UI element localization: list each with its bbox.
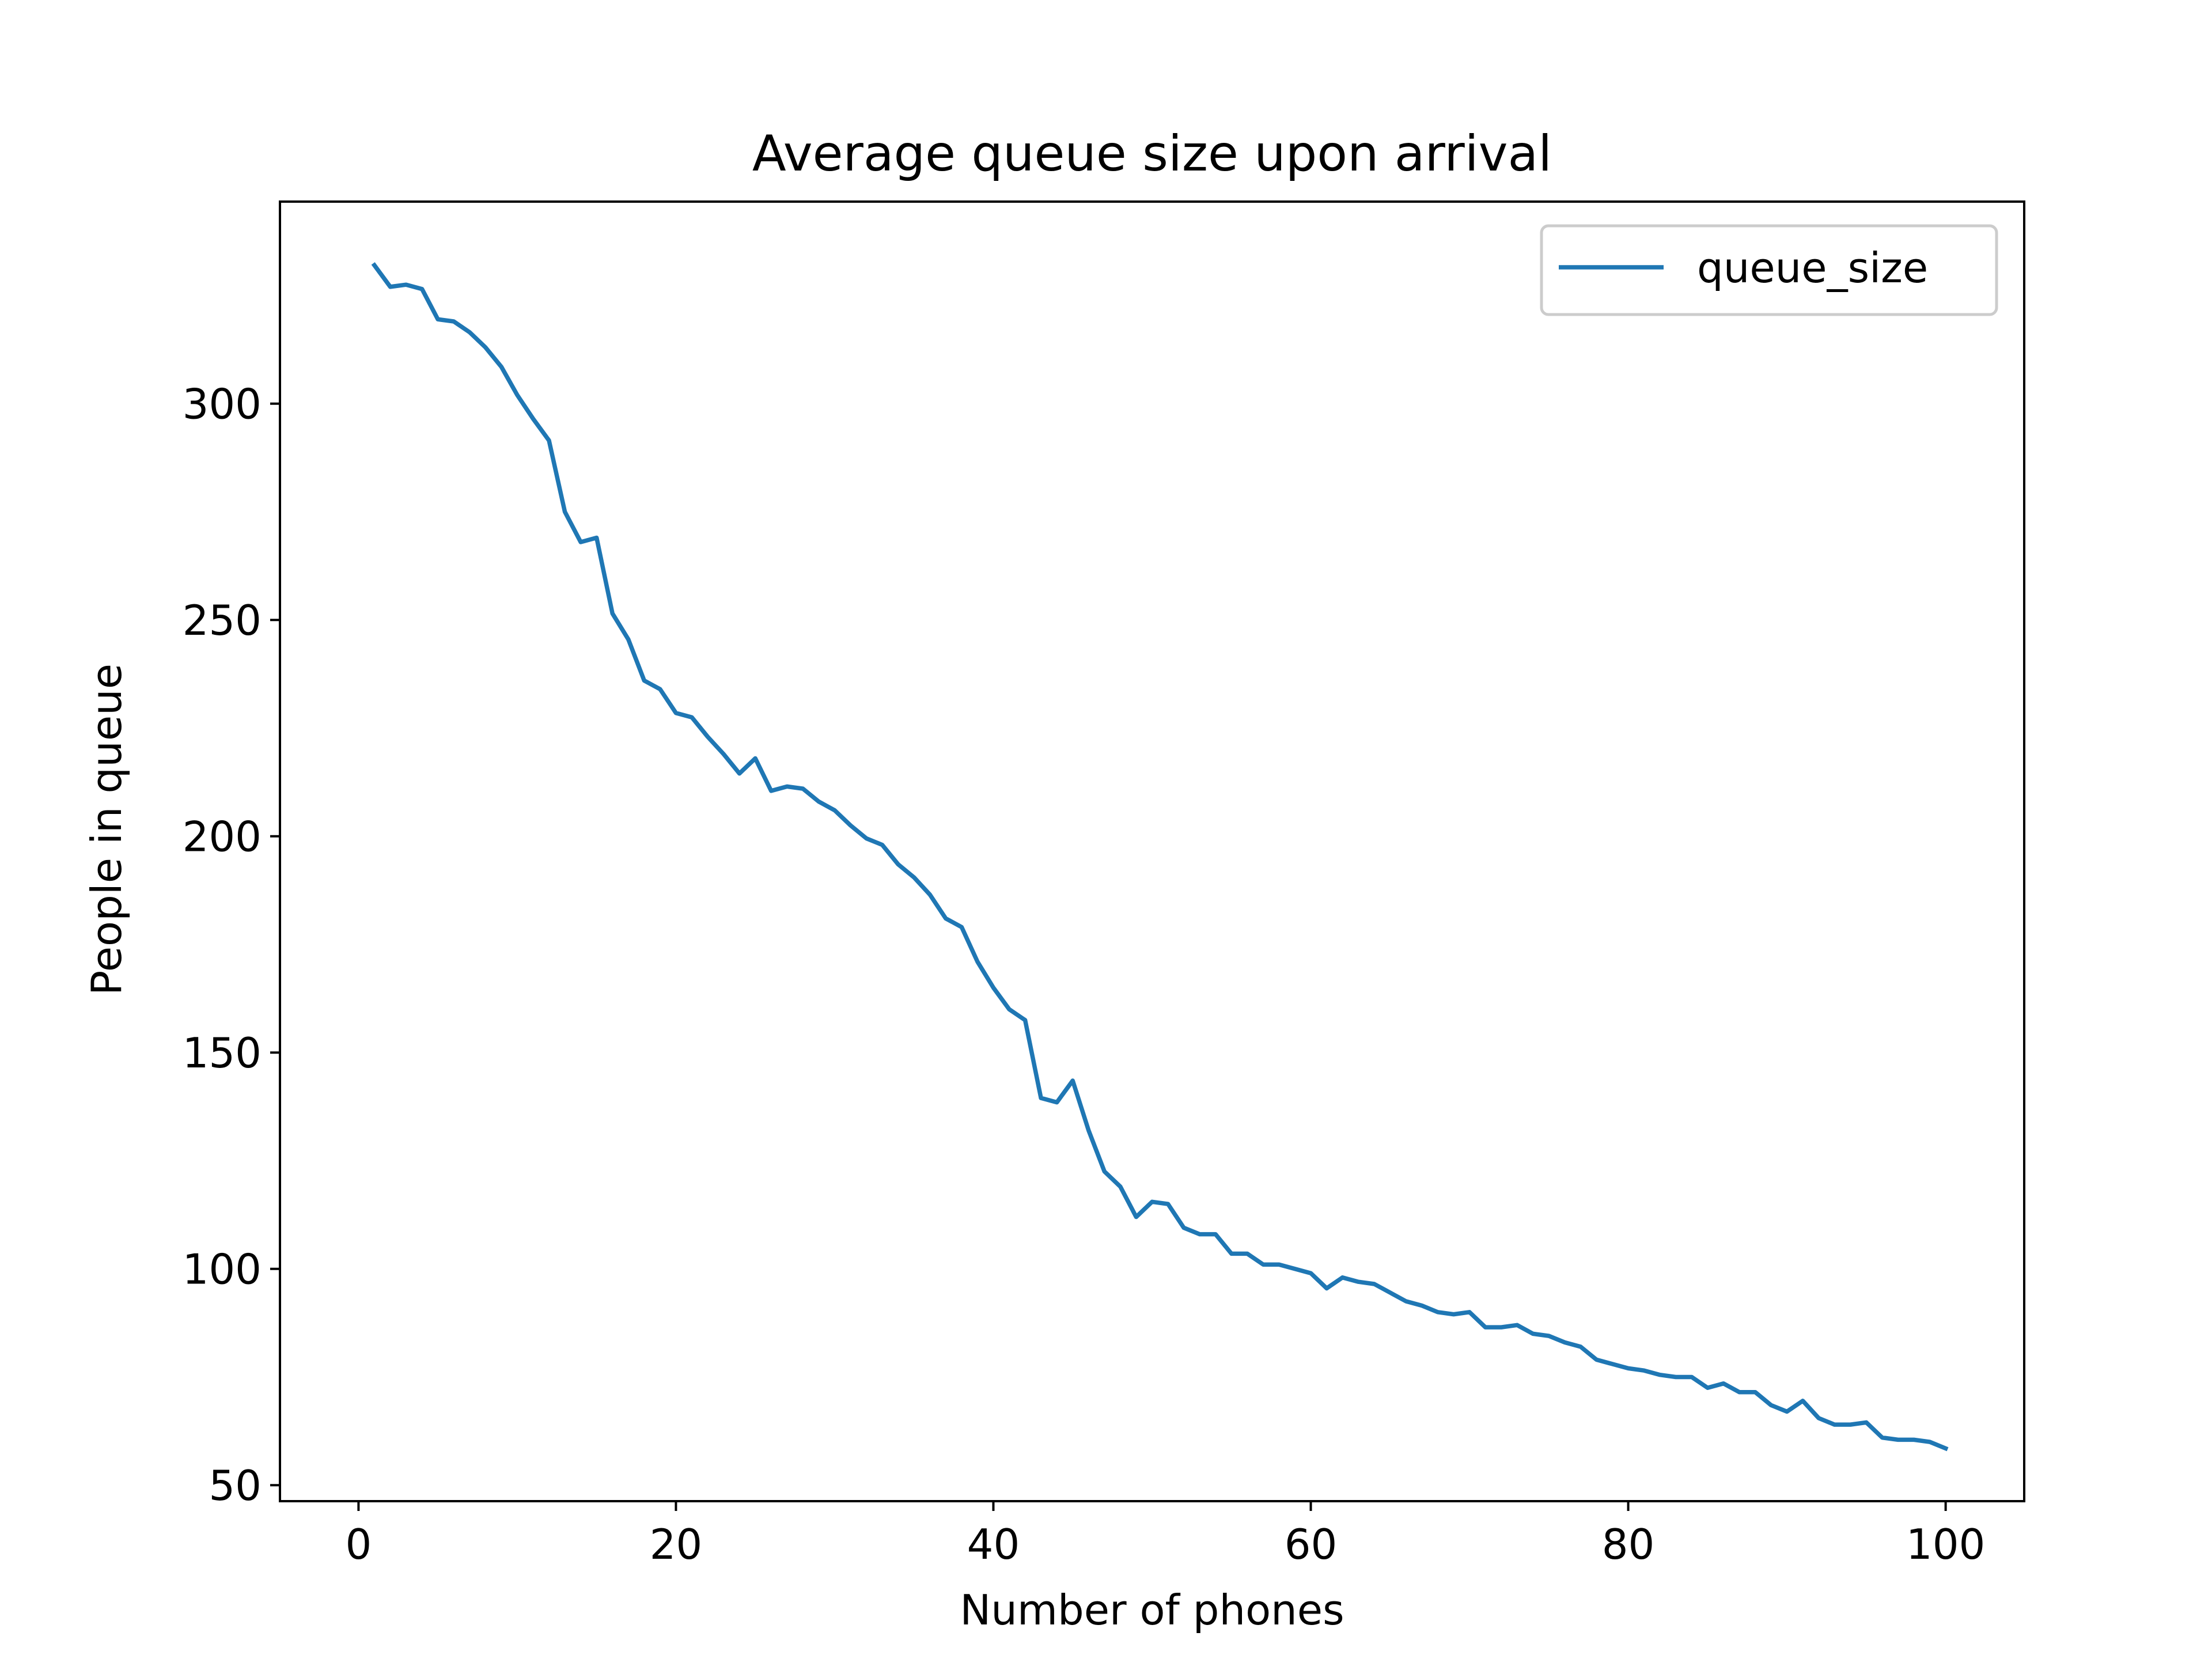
series-line-queue-size [371, 262, 1949, 1452]
x-tick-label: 100 [1906, 1520, 1985, 1569]
legend-box [1540, 224, 1998, 316]
x-tick-label: 80 [1602, 1520, 1655, 1569]
y-tick-label: 300 [183, 380, 262, 429]
legend-label-queue-size: queue_size [1697, 244, 1928, 292]
y-axis-label: People in queue [82, 664, 131, 995]
chart-title: Average queue size upon arrival [752, 125, 1552, 183]
x-tick-label: 40 [967, 1520, 1020, 1569]
x-tick-label: 60 [1285, 1520, 1338, 1569]
y-tick-label: 200 [183, 813, 262, 861]
y-axis: 50 100 150 200 250 300 [183, 380, 280, 1510]
plot-area [279, 200, 2025, 1502]
y-tick-label: 50 [209, 1461, 262, 1510]
x-axis-label: Number of phones [960, 1586, 1344, 1634]
x-tick-label: 20 [650, 1520, 703, 1569]
axes-frame [279, 200, 2025, 1502]
y-tick-label: 100 [183, 1245, 262, 1294]
y-tick-label: 150 [183, 1029, 262, 1077]
x-axis: 0 20 40 60 80 100 [345, 1501, 1985, 1569]
y-tick-label: 250 [183, 596, 262, 645]
x-tick-label: 0 [345, 1520, 372, 1569]
legend: queue_size [1540, 224, 1998, 316]
